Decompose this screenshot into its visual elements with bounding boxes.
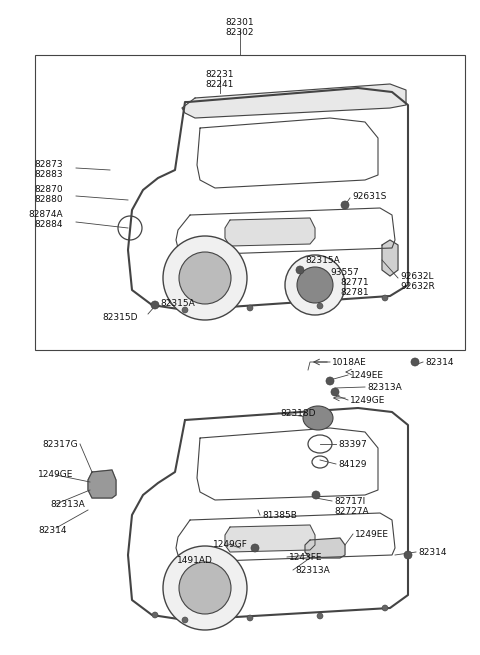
Circle shape xyxy=(331,388,339,396)
Bar xyxy=(35,55,465,350)
Polygon shape xyxy=(305,538,345,558)
Polygon shape xyxy=(382,240,398,276)
Text: 82870
82880: 82870 82880 xyxy=(35,185,63,204)
Text: 82315A: 82315A xyxy=(161,299,195,308)
Circle shape xyxy=(312,491,320,499)
Polygon shape xyxy=(88,470,116,498)
Text: 82318D: 82318D xyxy=(280,409,315,418)
Text: 82314: 82314 xyxy=(425,358,454,367)
Circle shape xyxy=(296,266,304,274)
Circle shape xyxy=(182,307,188,313)
Circle shape xyxy=(163,546,247,630)
Text: 93557: 93557 xyxy=(330,268,359,277)
Circle shape xyxy=(152,612,158,618)
Text: 82314: 82314 xyxy=(418,548,446,557)
Circle shape xyxy=(251,544,259,552)
Circle shape xyxy=(317,303,323,309)
Polygon shape xyxy=(225,525,315,552)
Polygon shape xyxy=(225,218,315,246)
Text: 82313A: 82313A xyxy=(295,566,330,575)
Text: 82873
82883: 82873 82883 xyxy=(35,160,63,179)
Ellipse shape xyxy=(303,406,333,430)
Text: 82313A: 82313A xyxy=(367,383,402,392)
Circle shape xyxy=(152,302,158,308)
Circle shape xyxy=(382,605,388,611)
Text: 82717I
82727A: 82717I 82727A xyxy=(334,497,369,516)
Circle shape xyxy=(404,551,412,559)
Circle shape xyxy=(297,267,333,303)
Circle shape xyxy=(151,301,159,309)
Text: 82315A: 82315A xyxy=(305,256,340,265)
Text: 1249EE: 1249EE xyxy=(355,530,389,539)
Text: 1249GE: 1249GE xyxy=(38,470,73,479)
Text: 1491AD: 1491AD xyxy=(177,556,213,565)
Text: 81385B: 81385B xyxy=(262,511,297,520)
Circle shape xyxy=(285,255,345,315)
Circle shape xyxy=(326,377,334,385)
Circle shape xyxy=(411,358,419,366)
Text: 82874A
82884: 82874A 82884 xyxy=(28,210,63,229)
Text: 82317G: 82317G xyxy=(42,440,78,449)
Circle shape xyxy=(179,252,231,304)
Circle shape xyxy=(247,615,253,621)
Text: 83397: 83397 xyxy=(338,440,367,449)
Text: 1018AE: 1018AE xyxy=(332,358,367,367)
Text: 1249GE: 1249GE xyxy=(350,396,385,405)
Circle shape xyxy=(382,295,388,301)
Polygon shape xyxy=(182,84,406,118)
Text: 1243FE: 1243FE xyxy=(289,553,323,562)
Text: 82313A: 82313A xyxy=(50,500,85,509)
Text: 92631S: 92631S xyxy=(352,192,386,201)
Text: 92632L
92632R: 92632L 92632R xyxy=(400,272,435,291)
Text: 1249GF: 1249GF xyxy=(213,540,247,549)
Text: 82301
82302: 82301 82302 xyxy=(226,18,254,37)
Text: 84129: 84129 xyxy=(338,460,367,469)
Circle shape xyxy=(247,305,253,311)
Circle shape xyxy=(317,613,323,619)
Text: 82771
82781: 82771 82781 xyxy=(340,278,369,297)
Text: 82315D: 82315D xyxy=(102,313,138,322)
Text: 82231
82241: 82231 82241 xyxy=(206,70,234,89)
Circle shape xyxy=(179,562,231,614)
Text: 82314: 82314 xyxy=(38,526,67,535)
Circle shape xyxy=(341,201,349,209)
Text: 1249EE: 1249EE xyxy=(350,371,384,380)
Circle shape xyxy=(182,617,188,623)
Circle shape xyxy=(163,236,247,320)
